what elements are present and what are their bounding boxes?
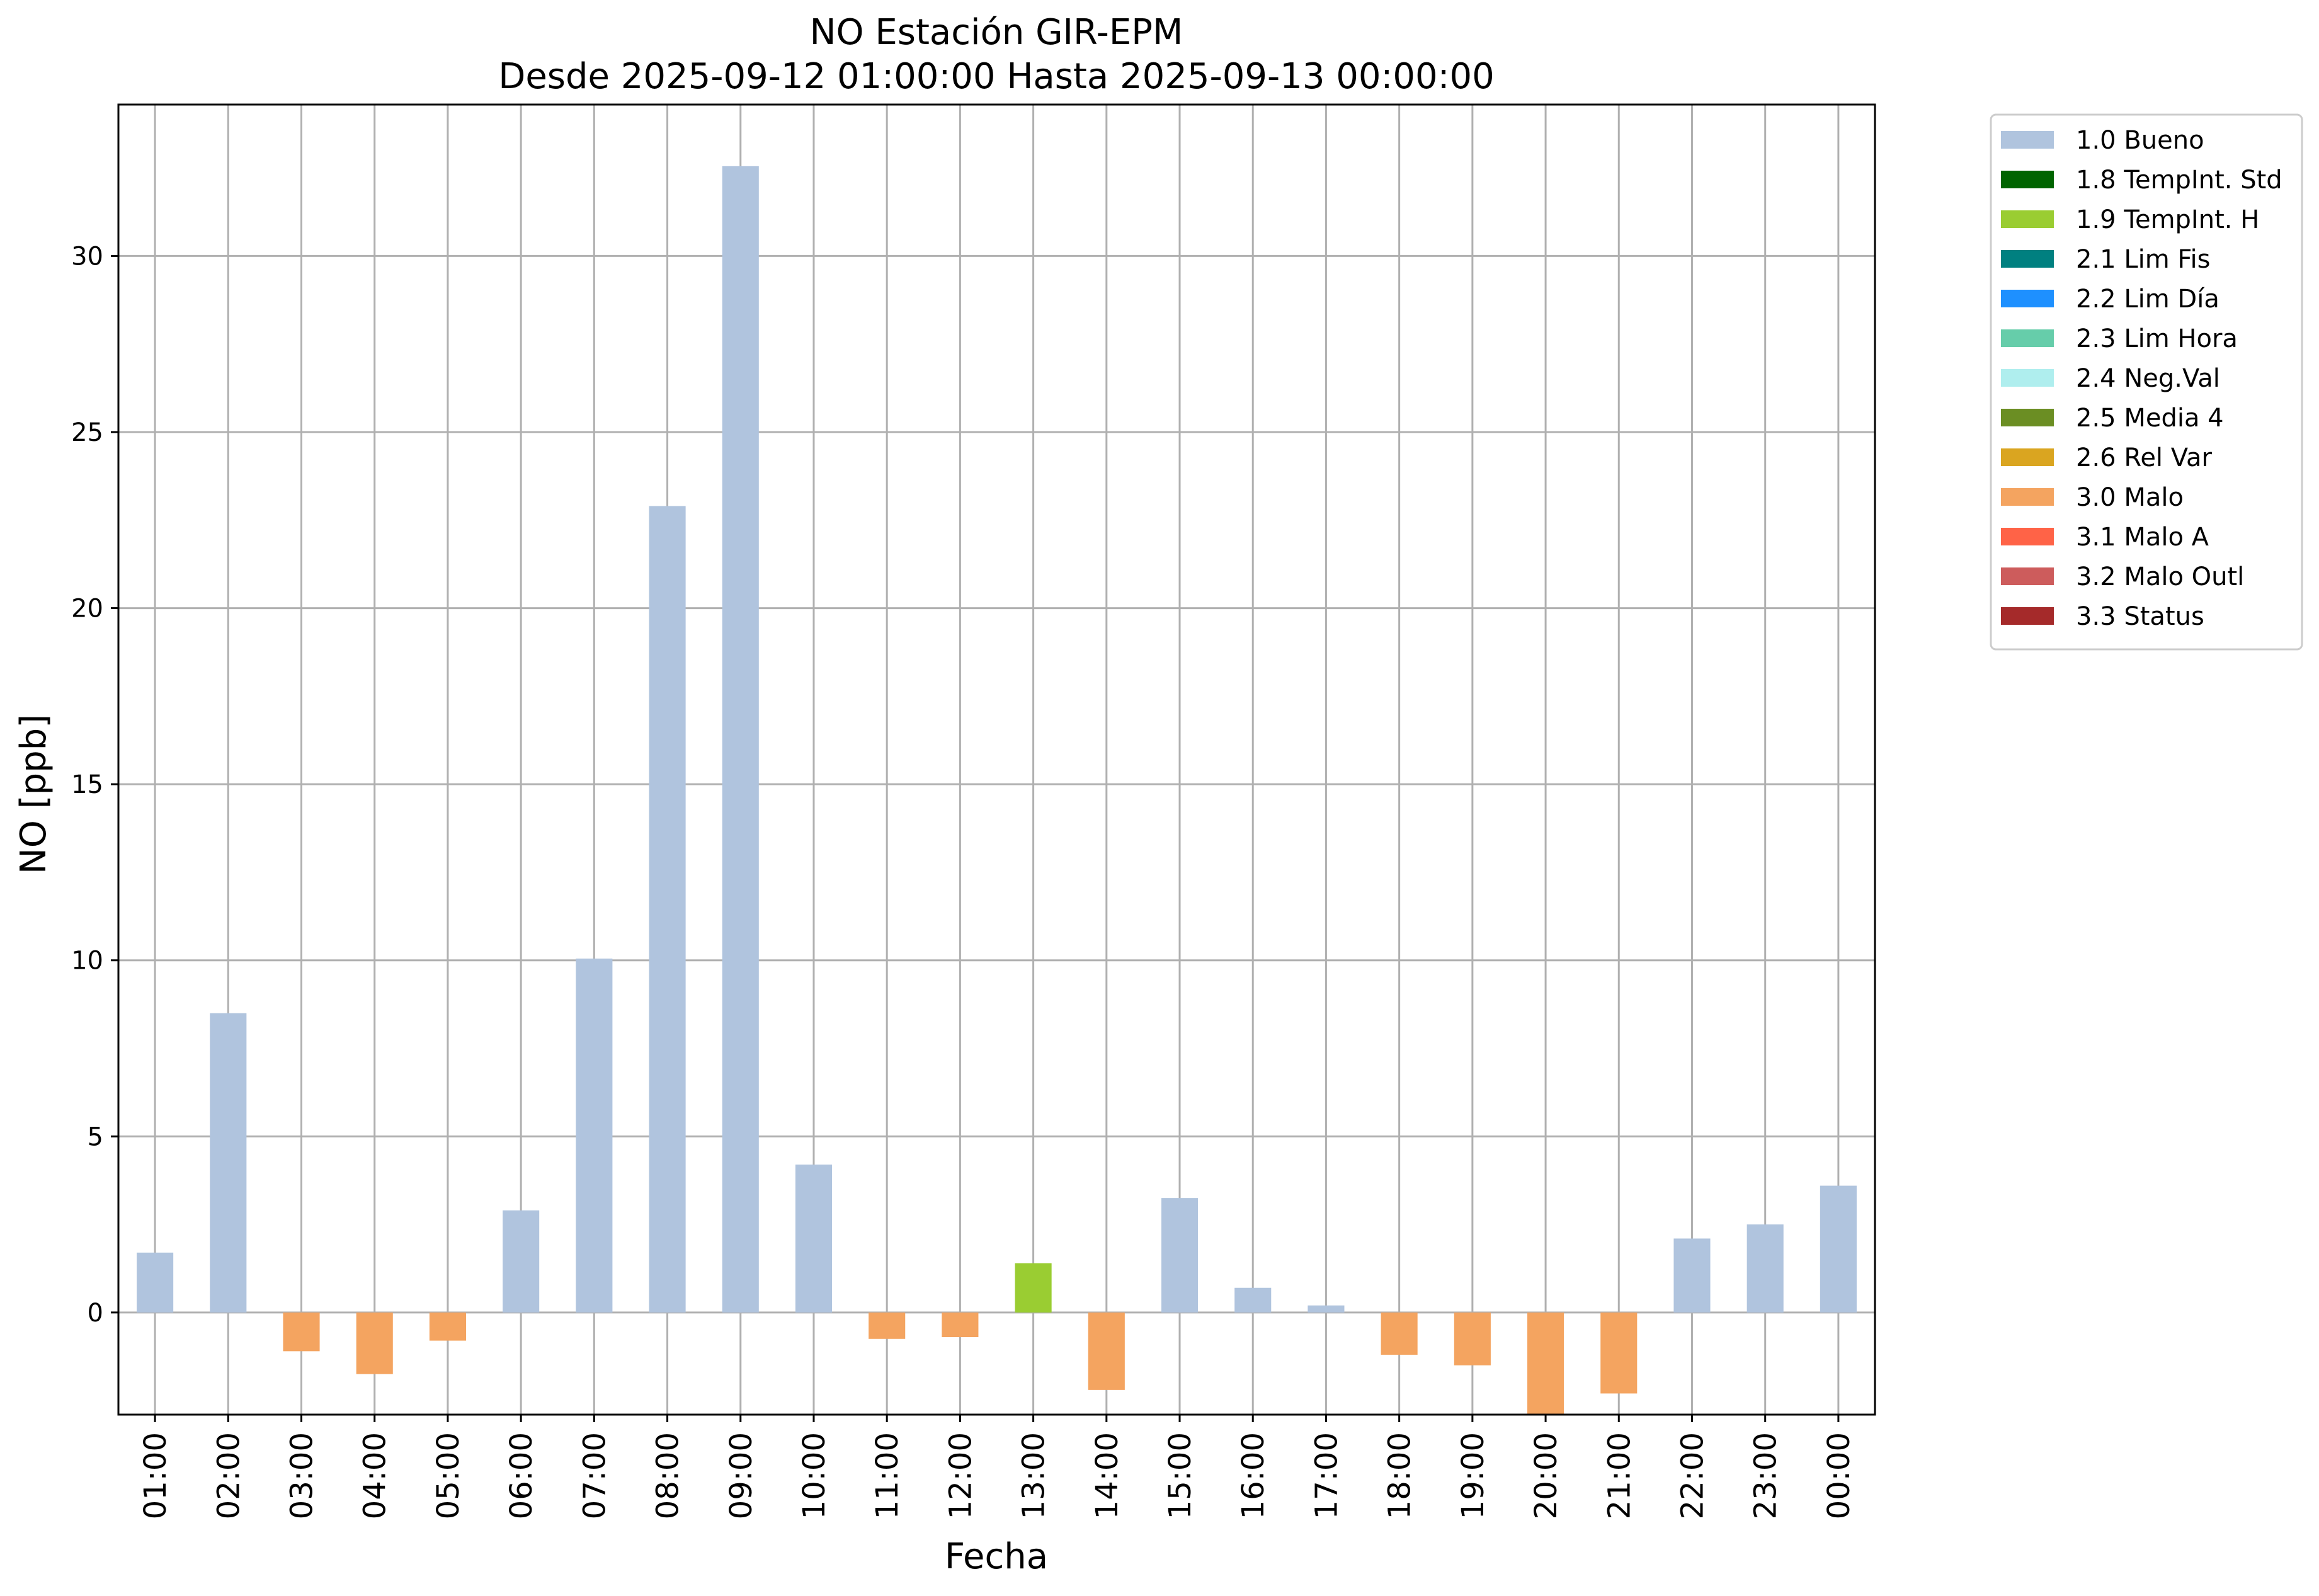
legend-swatch	[2001, 290, 2054, 307]
bar-0200	[210, 1013, 247, 1313]
legend-frame	[1990, 113, 2303, 651]
y-tick-label: 15	[71, 770, 103, 799]
legend-label: 2.3 Lim Hora	[2076, 324, 2238, 353]
legend-label: 2.5 Media 4	[2076, 404, 2224, 433]
legend-label: 2.6 Rel Var	[2076, 443, 2213, 472]
chart-title: NO Estación GIR-EPM	[810, 12, 1183, 53]
x-tick-label: 19:00	[1456, 1432, 1491, 1519]
bar-1500	[1161, 1198, 1199, 1313]
legend-swatch	[2001, 528, 2054, 545]
x-tick-label: 15:00	[1163, 1432, 1198, 1519]
x-tick-label: 06:00	[504, 1432, 539, 1519]
bar-1900	[1454, 1312, 1491, 1365]
bar-0500	[429, 1312, 466, 1341]
x-tick-label: 22:00	[1675, 1432, 1710, 1519]
legend-swatch	[2001, 567, 2054, 585]
x-tick-label: 02:00	[211, 1432, 246, 1519]
legend-label: 2.4 Neg.Val	[2076, 364, 2220, 393]
bar-1400	[1088, 1312, 1125, 1390]
legend-label: 3.0 Malo	[2076, 483, 2184, 512]
bar-2300	[1746, 1224, 1784, 1313]
x-tick-label: 08:00	[651, 1432, 686, 1519]
x-tick-label: 13:00	[1017, 1432, 1052, 1519]
legend-label: 1.0 Bueno	[2076, 126, 2204, 155]
bar-1300	[1015, 1263, 1052, 1313]
bar-0300	[283, 1312, 320, 1352]
bars	[137, 166, 1857, 1415]
bar-2000	[1527, 1312, 1564, 1415]
x-tick-label: 11:00	[870, 1432, 905, 1519]
bar-2100	[1600, 1312, 1638, 1394]
bar-1800	[1381, 1312, 1418, 1355]
bar-0600	[503, 1210, 540, 1313]
x-tick-label: 20:00	[1529, 1432, 1564, 1519]
y-tick-label: 20	[71, 595, 103, 624]
x-tick-label: 07:00	[577, 1432, 612, 1519]
x-tick-label: 10:00	[797, 1432, 832, 1519]
x-tick-label: 04:00	[358, 1432, 393, 1519]
legend-swatch	[2001, 329, 2054, 347]
bar-0400	[356, 1312, 393, 1374]
x-tick-label: 09:00	[724, 1432, 759, 1519]
bar-0900	[722, 166, 759, 1313]
legend-swatch	[2001, 171, 2054, 188]
x-tick-label: 21:00	[1602, 1432, 1637, 1519]
y-axis-label: NO [ppb]	[13, 714, 54, 874]
bar-0800	[649, 506, 686, 1313]
legend-label: 1.9 TempInt. H	[2076, 205, 2259, 234]
x-tick-label: 14:00	[1090, 1432, 1125, 1519]
y-tick-label: 30	[71, 242, 103, 271]
x-axis-ticks: 01:00 02:00 03:00 04:00 05:00 06:00 07:00 08:00…	[138, 1415, 1857, 1519]
legend-swatch	[2001, 210, 2054, 228]
x-tick-label: 01:00	[138, 1432, 173, 1519]
bar-1600	[1234, 1287, 1272, 1313]
x-tick-label: 12:00	[943, 1432, 978, 1519]
y-axis-ticks: 0 5 10 15 20 25 30	[71, 242, 118, 1328]
x-axis-label: Fecha	[945, 1536, 1048, 1577]
x-tick-label: 17:00	[1309, 1432, 1344, 1519]
bar-2200	[1673, 1238, 1711, 1313]
x-tick-label: 05:00	[431, 1432, 466, 1519]
legend-label: 2.2 Lim Día	[2076, 285, 2219, 314]
legend-swatch	[2001, 448, 2054, 466]
legend-label: 3.1 Malo A	[2076, 523, 2209, 552]
bar-0000	[1820, 1185, 1857, 1313]
legend-swatch	[2001, 409, 2054, 426]
bar-1100	[869, 1312, 906, 1339]
x-tick-label: 03:00	[285, 1432, 320, 1519]
bar-0100	[137, 1252, 174, 1313]
legend-swatch	[2001, 369, 2054, 387]
y-tick-label: 0	[88, 1299, 103, 1328]
x-tick-label: 00:00	[1821, 1432, 1857, 1519]
bar-0700	[576, 958, 613, 1313]
legend-label: 2.1 Lim Fis	[2076, 245, 2210, 274]
legend-label: 3.2 Malo Outl	[2076, 562, 2244, 591]
grid-lines	[118, 105, 1875, 1415]
y-tick-label: 25	[71, 418, 103, 447]
x-tick-label: 18:00	[1382, 1432, 1418, 1519]
legend-swatch	[2001, 250, 2054, 268]
bar-1200	[942, 1312, 979, 1337]
legend-swatch	[2001, 488, 2054, 506]
bar-1000	[795, 1165, 833, 1313]
legend: 1.0 Bueno 1.8 TempInt. Std 1.9 TempInt. H 2…	[1990, 113, 2303, 651]
legend-label: 1.8 TempInt. Std	[2076, 166, 2282, 195]
legend-swatch	[2001, 607, 2054, 625]
bar-1700	[1308, 1305, 1345, 1313]
legend-swatch	[2001, 131, 2054, 149]
legend-label: 3.3 Status	[2076, 602, 2204, 631]
chart-subtitle: Desde 2025-09-12 01:00:00 Hasta 2025-09-…	[498, 56, 1495, 97]
plot-frame	[117, 103, 1876, 1416]
x-tick-label: 23:00	[1748, 1432, 1784, 1519]
y-tick-label: 10	[71, 947, 103, 976]
y-tick-label: 5	[88, 1122, 103, 1151]
x-tick-label: 16:00	[1236, 1432, 1271, 1519]
